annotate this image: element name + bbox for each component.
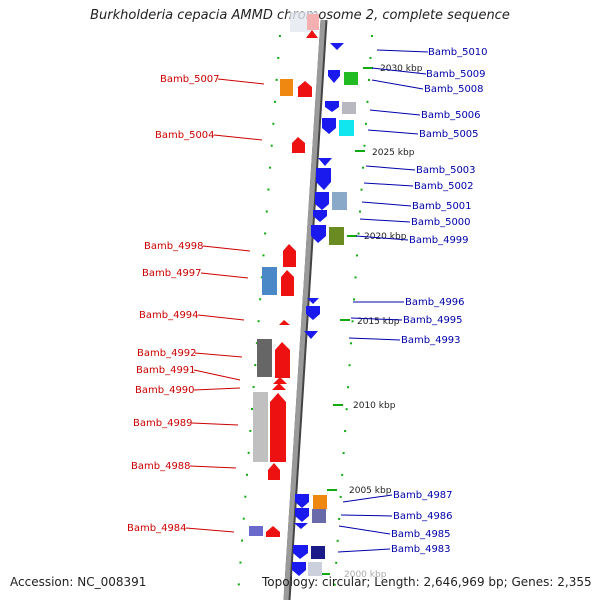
gene-arrow bbox=[325, 101, 339, 112]
gene-label-left: Bamb_5007 bbox=[160, 74, 220, 85]
gene-box bbox=[312, 509, 326, 523]
gene-label-left: Bamb_4997 bbox=[142, 268, 202, 279]
gene-arrow bbox=[311, 225, 326, 243]
gene-box bbox=[280, 79, 293, 96]
gene-label-left: Bamb_4988 bbox=[131, 461, 191, 472]
gene-arrow bbox=[281, 270, 294, 296]
gene-arrow bbox=[304, 331, 318, 339]
gene-label-left: Bamb_4992 bbox=[137, 348, 197, 359]
gene-arrow bbox=[318, 158, 332, 166]
gene-label-right: Bamb_5001 bbox=[412, 201, 472, 212]
gene-box bbox=[344, 72, 358, 85]
gene-arrow bbox=[298, 81, 312, 97]
gene-arrow bbox=[279, 320, 290, 325]
gene-arrow bbox=[292, 562, 306, 576]
left-leaders bbox=[185, 78, 265, 533]
gene-arrow-top bbox=[306, 30, 318, 38]
right-labels: Bamb_5010 Bamb_5009 Bamb_5008 Bamb_5006 … bbox=[391, 47, 488, 555]
gene-arrow bbox=[328, 70, 340, 83]
gene-label-left: Bamb_4990 bbox=[135, 385, 195, 396]
gene-label-right: Bamb_5000 bbox=[411, 217, 471, 228]
left-strand-genes bbox=[249, 79, 312, 537]
ruler-labels: 2030 kbp 2025 kbp 2020 kbp 2015 kbp 2010… bbox=[344, 64, 423, 580]
chromosome-backbone bbox=[283, 19, 326, 600]
gene-label-left: Bamb_4998 bbox=[144, 241, 204, 252]
gene-label-left: Bamb_4984 bbox=[127, 523, 187, 534]
gene-label-right: Bamb_4983 bbox=[391, 544, 451, 555]
gene-label-left: Bamb_5004 bbox=[155, 130, 215, 141]
gene-box bbox=[313, 495, 327, 509]
gene-arrow bbox=[266, 526, 280, 537]
gene-label-right: Bamb_4996 bbox=[405, 297, 465, 308]
right-strand-genes bbox=[292, 43, 358, 576]
gene-label-right: Bamb_5008 bbox=[424, 84, 484, 95]
gene-label-right: Bamb_5003 bbox=[416, 165, 476, 176]
right-outer-guide bbox=[333, 34, 373, 596]
gene-arrow bbox=[316, 168, 331, 190]
gene-label-right: Bamb_5002 bbox=[414, 181, 474, 192]
gene-box bbox=[329, 227, 344, 245]
gene-label-right: Bamb_4999 bbox=[409, 235, 469, 246]
gene-arrow bbox=[283, 244, 296, 267]
gene-box bbox=[257, 339, 272, 377]
right-leaders bbox=[337, 49, 429, 553]
gene-label-right: Bamb_5006 bbox=[421, 110, 481, 121]
gene-arrow bbox=[273, 377, 287, 384]
gene-arrow bbox=[313, 210, 327, 222]
gene-label-left: Bamb_4991 bbox=[136, 365, 196, 376]
gene-label-right: Bamb_5010 bbox=[428, 47, 488, 58]
left-outer-guide bbox=[237, 34, 281, 596]
gene-arrow bbox=[275, 342, 290, 378]
gene-arrow bbox=[292, 137, 305, 153]
gene-arrow bbox=[268, 463, 280, 480]
gene-label-right: Bamb_4986 bbox=[393, 511, 453, 522]
gene-arrow bbox=[293, 545, 308, 559]
ruler-label: 2010 kbp bbox=[353, 401, 396, 411]
gene-label-right: Bamb_4987 bbox=[393, 490, 453, 501]
gene-label-right: Bamb_4985 bbox=[391, 529, 451, 540]
ruler-label: 2005 kbp bbox=[349, 486, 392, 496]
topology-text: Topology: circular; Length: 2,646,969 bp… bbox=[262, 575, 592, 589]
gene-arrow bbox=[272, 383, 286, 390]
ruler-label: 2000 kbp bbox=[344, 570, 387, 580]
gene-box bbox=[249, 526, 263, 536]
ruler-label: 2025 kbp bbox=[372, 148, 415, 158]
accession-text: Accession: NC_008391 bbox=[10, 575, 147, 589]
gene-arrow bbox=[295, 508, 309, 522]
ruler-label: 2030 kbp bbox=[380, 64, 423, 74]
gene-arrow bbox=[295, 494, 309, 508]
gene-label-right: Bamb_5005 bbox=[419, 129, 479, 140]
gene-arrow bbox=[270, 393, 286, 462]
gene-box bbox=[342, 102, 356, 114]
left-labels: Bamb_5007 Bamb_5004 Bamb_4998 Bamb_4997 … bbox=[127, 74, 220, 534]
gene-label-right: Bamb_4995 bbox=[403, 315, 463, 326]
gene-box bbox=[311, 546, 325, 559]
gene-box bbox=[339, 120, 354, 136]
ruler-label: 2015 kbp bbox=[357, 317, 400, 327]
ruler-label: 2020 kbp bbox=[364, 232, 407, 242]
gene-arrow bbox=[315, 192, 329, 210]
gene-label-left: Bamb_4994 bbox=[139, 310, 199, 321]
gene-arrow bbox=[322, 118, 336, 134]
gene-box bbox=[308, 562, 322, 576]
gene-box bbox=[262, 267, 277, 295]
gene-arrow bbox=[330, 43, 344, 50]
gene-label-right: Bamb_5009 bbox=[426, 69, 486, 80]
gene-label-right: Bamb_4993 bbox=[401, 335, 461, 346]
gene-arrow bbox=[294, 523, 308, 529]
gene-box bbox=[253, 392, 268, 462]
gene-box bbox=[332, 192, 347, 210]
gene-arrow bbox=[307, 298, 319, 304]
gene-box-top-red bbox=[307, 14, 319, 30]
gene-arrow bbox=[306, 306, 320, 320]
gene-label-left: Bamb_4989 bbox=[133, 418, 193, 429]
